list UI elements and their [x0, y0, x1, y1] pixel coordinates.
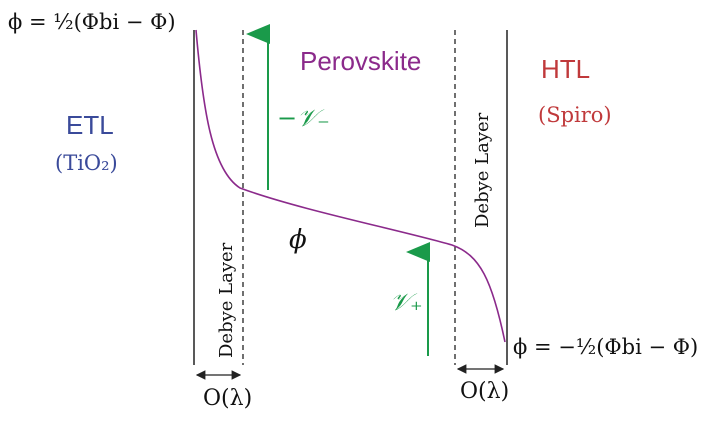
order-lambda-left-label: O(λ)	[203, 386, 252, 411]
etl-material-label: (TiO₂)	[55, 151, 118, 175]
v-minus-label: −𝒱₋	[277, 104, 330, 132]
phi-left-boundary-label: ϕ = ½(Φbi − Φ)	[8, 10, 176, 34]
order-lambda-right-label: O(λ)	[460, 379, 509, 404]
potential-curve	[195, 29, 506, 343]
debye-layer-right-label: Debye Layer	[472, 112, 493, 228]
etl-label: ETL	[66, 110, 114, 140]
perovskite-label: Perovskite	[300, 46, 421, 76]
htl-label: HTL	[541, 54, 590, 84]
phi-right-boundary-label: ϕ = −½(Φbi − Φ)	[513, 335, 698, 359]
phi-center-label: ϕ	[289, 225, 307, 255]
v-plus-label: 𝒱₊	[390, 288, 423, 316]
htl-material-label: (Spiro)	[538, 103, 612, 127]
debye-layer-left-label: Debye Layer	[216, 242, 237, 358]
